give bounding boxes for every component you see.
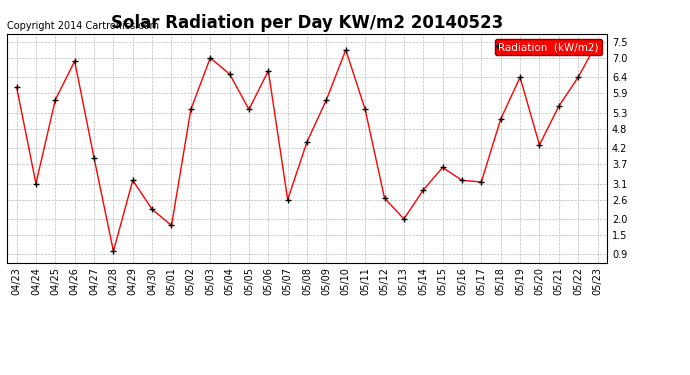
Radiation  (kW/m2) (593, 39, 602, 44)
Radiation  (kW/m2) (555, 104, 563, 108)
Line: Radiation  (kW/m2): Radiation (kW/m2) (14, 39, 600, 254)
Radiation  (kW/m2) (438, 165, 446, 170)
Radiation  (kW/m2) (148, 207, 156, 212)
Radiation  (kW/m2) (245, 107, 253, 112)
Radiation  (kW/m2) (109, 249, 117, 254)
Radiation  (kW/m2) (477, 180, 486, 184)
Radiation  (kW/m2) (535, 142, 544, 147)
Radiation  (kW/m2) (361, 107, 369, 112)
Radiation  (kW/m2) (458, 178, 466, 183)
Radiation  (kW/m2) (322, 98, 331, 102)
Radiation  (kW/m2) (128, 178, 137, 183)
Radiation  (kW/m2) (497, 117, 505, 122)
Radiation  (kW/m2) (342, 48, 350, 52)
Radiation  (kW/m2) (419, 188, 427, 192)
Radiation  (kW/m2) (380, 196, 388, 200)
Radiation  (kW/m2) (51, 98, 59, 102)
Radiation  (kW/m2) (284, 197, 292, 202)
Legend: Radiation  (kW/m2): Radiation (kW/m2) (495, 39, 602, 55)
Radiation  (kW/m2) (168, 223, 176, 228)
Radiation  (kW/m2) (400, 217, 408, 221)
Radiation  (kW/m2) (32, 182, 40, 186)
Radiation  (kW/m2) (574, 75, 582, 80)
Radiation  (kW/m2) (90, 156, 98, 160)
Radiation  (kW/m2) (226, 72, 234, 76)
Radiation  (kW/m2) (206, 56, 215, 60)
Radiation  (kW/m2) (70, 59, 79, 63)
Radiation  (kW/m2) (12, 85, 21, 89)
Radiation  (kW/m2) (264, 69, 273, 73)
Title: Solar Radiation per Day KW/m2 20140523: Solar Radiation per Day KW/m2 20140523 (111, 14, 503, 32)
Text: Copyright 2014 Cartronics.com: Copyright 2014 Cartronics.com (7, 21, 159, 32)
Radiation  (kW/m2) (303, 140, 311, 144)
Radiation  (kW/m2) (516, 75, 524, 80)
Radiation  (kW/m2) (187, 107, 195, 112)
